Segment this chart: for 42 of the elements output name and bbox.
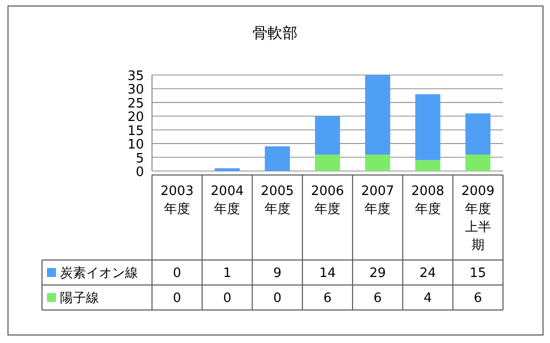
data-label: 0 [223, 291, 232, 306]
bar [465, 113, 490, 155]
bar [264, 146, 290, 171]
data-label: 24 [420, 266, 436, 281]
x-tick-label: 2007年度 [361, 184, 394, 217]
y-tick-label: 15 [127, 124, 144, 139]
data-label: 6 [474, 291, 482, 306]
x-tick-label: 2008年度 [411, 184, 444, 217]
y-tick-label: 0 [136, 165, 144, 180]
bar [214, 168, 240, 171]
bar [314, 154, 340, 171]
data-label: 14 [319, 266, 336, 281]
data-label: 6 [374, 291, 382, 306]
y-tick-label: 5 [136, 151, 144, 166]
bar [415, 160, 440, 171]
chart-title: 骨軟部 [252, 24, 298, 42]
x-tick-label: 2005年度 [260, 184, 294, 217]
data-label: 9 [273, 266, 282, 281]
y-tick-label: 30 [127, 82, 144, 98]
bar [415, 94, 440, 160]
bar [314, 116, 340, 155]
data-label: 0 [172, 266, 182, 281]
bar [365, 75, 390, 155]
legend-label: 炭素イオン線 [60, 266, 138, 281]
data-label: 4 [424, 291, 432, 306]
y-tick-label: 10 [127, 138, 144, 153]
data-label: 1 [223, 266, 232, 281]
data-label: 15 [470, 266, 486, 281]
x-tick-label: 2009年度上半期 [461, 184, 494, 253]
legend-label: 陽子線 [60, 291, 99, 306]
data-label: 0 [273, 291, 282, 306]
x-tick-label: 2004年度 [210, 184, 244, 217]
x-tick-label: 2003年度 [160, 184, 194, 217]
y-tick-label: 20 [127, 110, 144, 126]
bar [365, 154, 390, 171]
data-label: 0 [172, 291, 182, 306]
data-label: 6 [323, 291, 332, 306]
y-tick-label: 35 [127, 69, 144, 84]
bar [465, 154, 490, 171]
data-label: 29 [369, 266, 386, 281]
x-tick-label: 2006年度 [310, 184, 344, 217]
y-tick-label: 25 [127, 96, 144, 112]
